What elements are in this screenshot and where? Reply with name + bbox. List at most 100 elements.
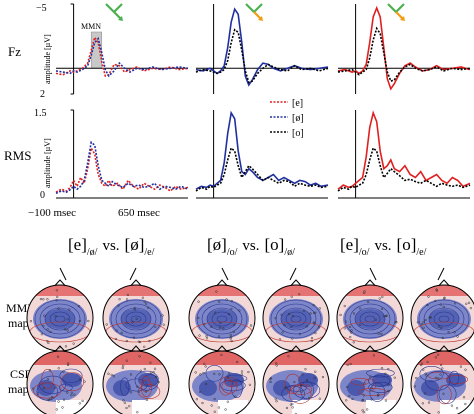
contour-line <box>285 311 307 327</box>
electrode-marker <box>115 329 118 332</box>
electrode-marker <box>57 400 60 403</box>
positive-region <box>411 285 474 296</box>
contrast-2-b-sub: /ø/ <box>284 247 295 258</box>
ytick-rms-top: 1.5 <box>34 108 47 119</box>
electrode-marker <box>275 362 278 365</box>
electrode-marker <box>314 311 317 314</box>
electrode-marker <box>42 387 45 390</box>
electrode-marker <box>118 298 121 301</box>
electrode-marker <box>70 391 73 394</box>
electrode-marker <box>67 362 70 365</box>
electrode-marker <box>55 289 59 292</box>
arrow-down-icon <box>253 11 262 20</box>
electrode-marker <box>305 378 309 382</box>
electrode-marker <box>147 306 150 309</box>
contrast-2-a: [ø] <box>207 235 227 254</box>
contour-line <box>419 366 444 382</box>
electrode-marker <box>46 378 50 381</box>
electrode-marker <box>314 370 317 373</box>
electrode-marker <box>440 326 443 330</box>
electrode-marker <box>162 323 165 326</box>
electrode-marker <box>222 327 225 330</box>
contour-line <box>433 311 455 327</box>
sound-direction-icon <box>387 3 405 21</box>
positive-region <box>27 285 93 296</box>
electrode-marker <box>298 332 301 336</box>
arrowhead-icon <box>400 16 405 21</box>
topo-maps <box>26 267 474 414</box>
electrode-marker <box>32 387 35 390</box>
electrode-marker <box>198 334 201 337</box>
electrode-marker <box>39 297 43 301</box>
electrode-marker <box>47 341 50 345</box>
electrode-marker <box>284 385 288 389</box>
erp-panel-fz-3 <box>337 3 471 94</box>
contour-line <box>59 368 83 383</box>
contour-line <box>39 303 81 335</box>
electrode-marker <box>54 315 57 318</box>
legend-label-o: [o] <box>292 128 304 139</box>
electrode-marker <box>361 409 364 412</box>
electrode-marker <box>64 328 67 331</box>
electrode-marker <box>387 367 390 371</box>
erp-panel-fz-2 <box>195 3 329 94</box>
electrode-marker <box>148 339 151 343</box>
electrode-marker <box>125 321 128 325</box>
arrow-green-icon <box>387 3 397 13</box>
electrode-marker <box>153 367 157 370</box>
contour-line <box>196 299 248 339</box>
contour-line <box>44 307 76 331</box>
electrode-marker <box>376 394 380 397</box>
electrode-marker <box>40 333 44 336</box>
electrode-marker <box>437 353 440 356</box>
electrode-marker <box>225 298 228 301</box>
erp-panels <box>55 3 471 199</box>
nose-icon <box>216 279 228 286</box>
electrode-marker <box>278 338 282 341</box>
electrode-marker <box>427 295 430 298</box>
electrode-marker <box>464 368 467 371</box>
electrode-marker <box>281 331 284 334</box>
electrode-marker <box>122 399 125 402</box>
electrode-marker <box>283 323 286 327</box>
electrode-marker <box>422 321 425 324</box>
positive-region <box>189 285 255 296</box>
electrode-marker <box>275 364 278 367</box>
mmn-map-6 <box>410 267 474 352</box>
electrode-marker <box>469 306 472 310</box>
mmn-label: MMN <box>81 22 101 31</box>
svg-text:[e]/ø/vs.[ø]/e/: [e]/ø/vs. [ø]/e/ <box>68 235 155 258</box>
electrode-marker <box>138 355 141 358</box>
electrode-marker <box>415 376 418 380</box>
electrode-marker <box>459 365 463 368</box>
header-connector <box>59 267 67 281</box>
electrode-marker <box>422 326 425 329</box>
electrode-marker <box>352 341 355 344</box>
electrode-marker <box>42 324 45 327</box>
electrode-marker <box>227 376 230 379</box>
electrode-marker <box>434 299 437 303</box>
arrowhead-icon <box>118 16 123 21</box>
electrode-marker <box>426 303 429 307</box>
mmn-map-4 <box>262 267 330 352</box>
series-line-2 <box>55 37 189 78</box>
electrode-marker <box>110 373 113 377</box>
contour-line <box>206 307 238 331</box>
electrode-marker <box>120 331 123 335</box>
electrode-marker <box>210 404 213 407</box>
electrode-marker <box>218 373 221 376</box>
contour-line <box>354 307 386 331</box>
series-line-2 <box>195 146 329 192</box>
electrode-marker <box>57 367 60 370</box>
electrode-marker <box>369 376 372 379</box>
contrast-1-b: [ø] <box>125 235 145 254</box>
electrode-marker <box>149 361 152 364</box>
nose-icon <box>290 279 302 286</box>
contour-line <box>446 374 468 384</box>
electrode-marker <box>125 339 129 343</box>
electrode-marker <box>384 399 388 402</box>
white-region <box>292 400 322 414</box>
electrode-marker <box>346 385 349 389</box>
contour-line <box>224 374 248 383</box>
electrode-marker <box>161 314 164 317</box>
